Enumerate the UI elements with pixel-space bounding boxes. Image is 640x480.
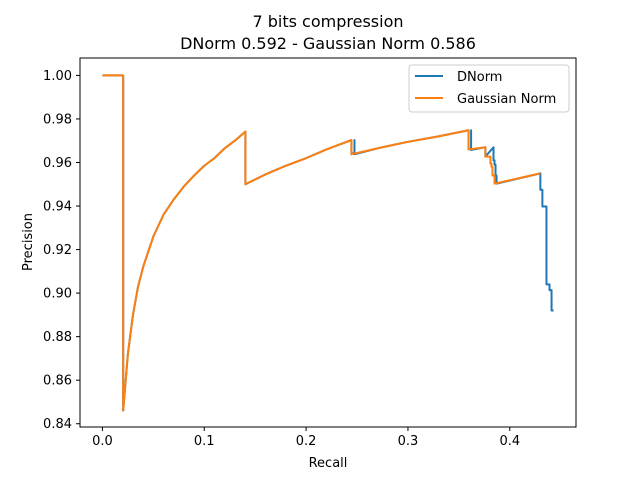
legend-label-dnorm: DNorm	[457, 70, 502, 85]
x-tick-label: 0.2	[296, 434, 317, 449]
y-axis: 0.84 0.86 0.88 0.90 0.92 0.94 0.96 0.98 1.00	[43, 69, 80, 432]
y-tick-label: 0.88	[43, 330, 72, 345]
legend-frame	[408, 64, 570, 113]
legend-label-gaussian-norm: Gaussian Norm	[457, 92, 556, 107]
plot-area	[79, 57, 577, 428]
y-tick-label: 0.86	[43, 374, 72, 389]
y-axis-label: Precision	[21, 213, 36, 271]
series-line-gaussian-norm	[102, 74, 541, 412]
axes-frame	[79, 57, 577, 428]
x-tick-label: 0.3	[398, 434, 419, 449]
x-tick-label: 0.0	[92, 434, 113, 449]
y-tick-label: 0.98	[43, 112, 72, 127]
y-tick-label: 0.92	[43, 243, 72, 258]
y-tick-label: 0.84	[43, 417, 72, 432]
y-tick-label: 1.00	[43, 69, 72, 84]
x-axis-label: Recall	[309, 456, 348, 471]
chart-subtitle: DNorm 0.592 - Gaussian Norm 0.586	[180, 34, 476, 53]
y-tick-label: 0.94	[43, 200, 72, 215]
legend: DNorm Gaussian Norm	[408, 64, 570, 113]
x-tick-label: 0.4	[499, 434, 520, 449]
chart-title: 7 bits compression	[252, 12, 403, 31]
x-axis: 0.0 0.1 0.2 0.3 0.4	[92, 427, 520, 449]
series-layer	[102, 74, 554, 412]
y-tick-label: 0.90	[43, 287, 72, 302]
y-tick-label: 0.96	[43, 156, 72, 171]
x-tick-label: 0.1	[194, 434, 215, 449]
